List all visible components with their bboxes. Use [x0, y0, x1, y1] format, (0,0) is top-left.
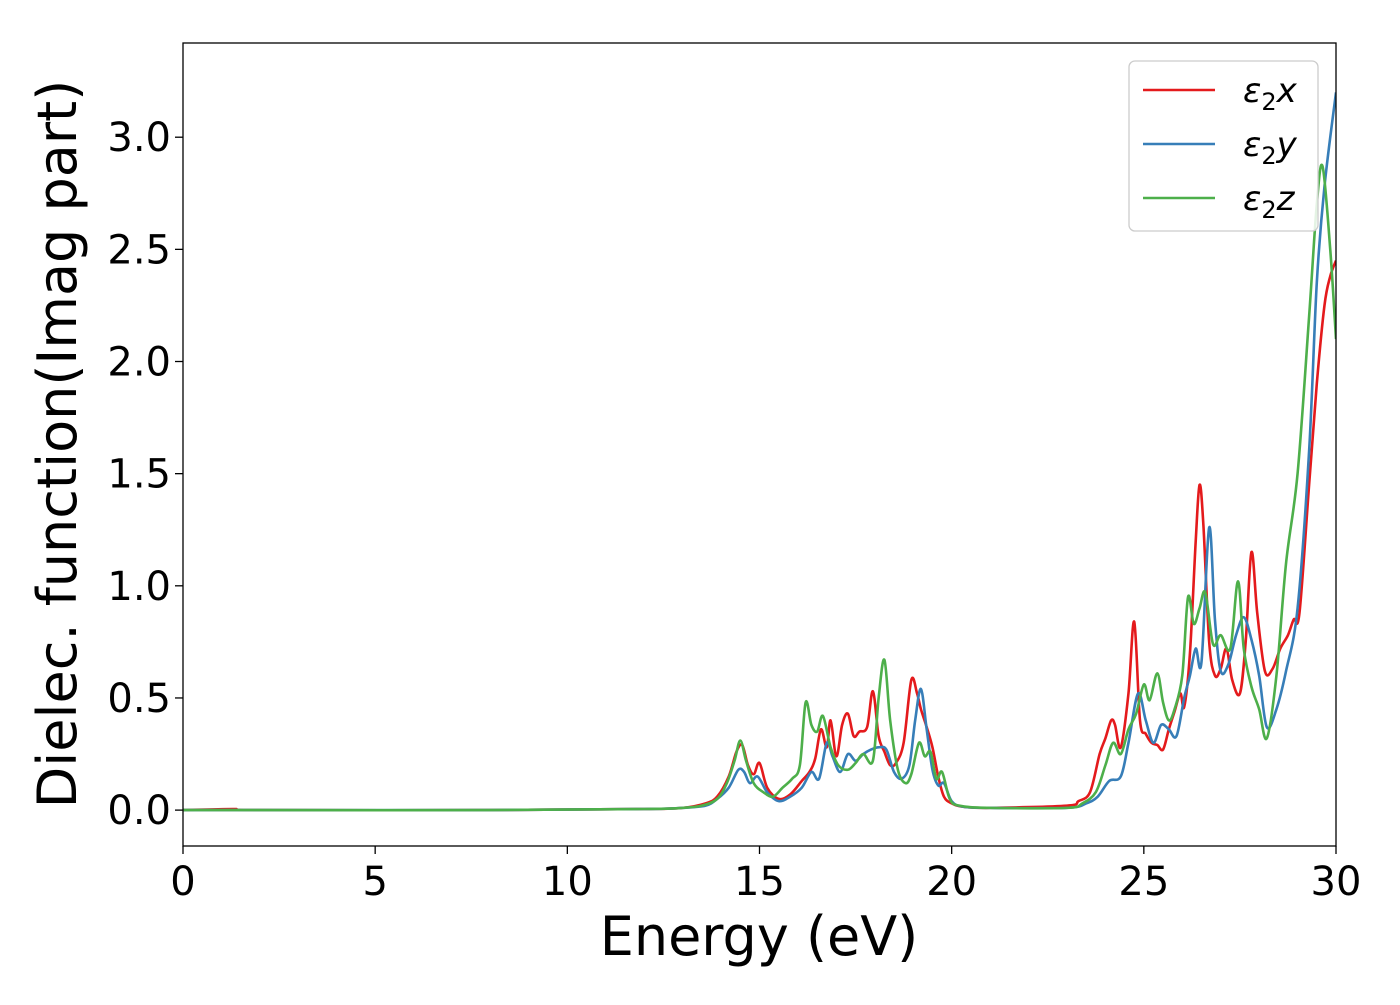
legend-label-x: ε2x	[1243, 71, 1298, 116]
y-axis: 0.0 0.5 1.0 1.5 2.0 2.5 3.0	[107, 115, 183, 834]
y-tick-label: 2.5	[107, 227, 171, 273]
y-tick-label: 2.0	[107, 340, 171, 386]
series-line-x	[183, 260, 1336, 812]
y-tick-label: 1.0	[107, 564, 171, 610]
legend-box	[1128, 60, 1319, 232]
x-tick-label: 15	[734, 859, 785, 905]
y-tick-label: 0.5	[107, 676, 171, 722]
x-tick-label: 10	[542, 859, 593, 905]
x-tick-label: 30	[1311, 859, 1362, 905]
y-axis-title: Dielec. function(Imag part)	[26, 80, 89, 809]
x-tick-label: 0	[170, 859, 195, 905]
y-tick-label: 3.0	[107, 115, 171, 161]
x-tick-label: 20	[926, 859, 977, 905]
series-line-z	[183, 163, 1336, 812]
x-axis: 0 5 10 15 20 25 30	[170, 846, 1361, 905]
x-tick-label: 5	[362, 859, 387, 905]
legend-label-z: ε2z	[1243, 179, 1296, 224]
legend: ε2x ε2y ε2z	[1128, 60, 1319, 232]
y-tick-label: 1.5	[107, 452, 171, 498]
x-tick-label: 25	[1118, 859, 1169, 905]
series-layer	[183, 92, 1336, 812]
y-tick-label: 0.0	[107, 788, 171, 834]
x-axis-title: Energy (eV)	[600, 905, 919, 968]
legend-label-y: ε2y	[1243, 125, 1298, 170]
